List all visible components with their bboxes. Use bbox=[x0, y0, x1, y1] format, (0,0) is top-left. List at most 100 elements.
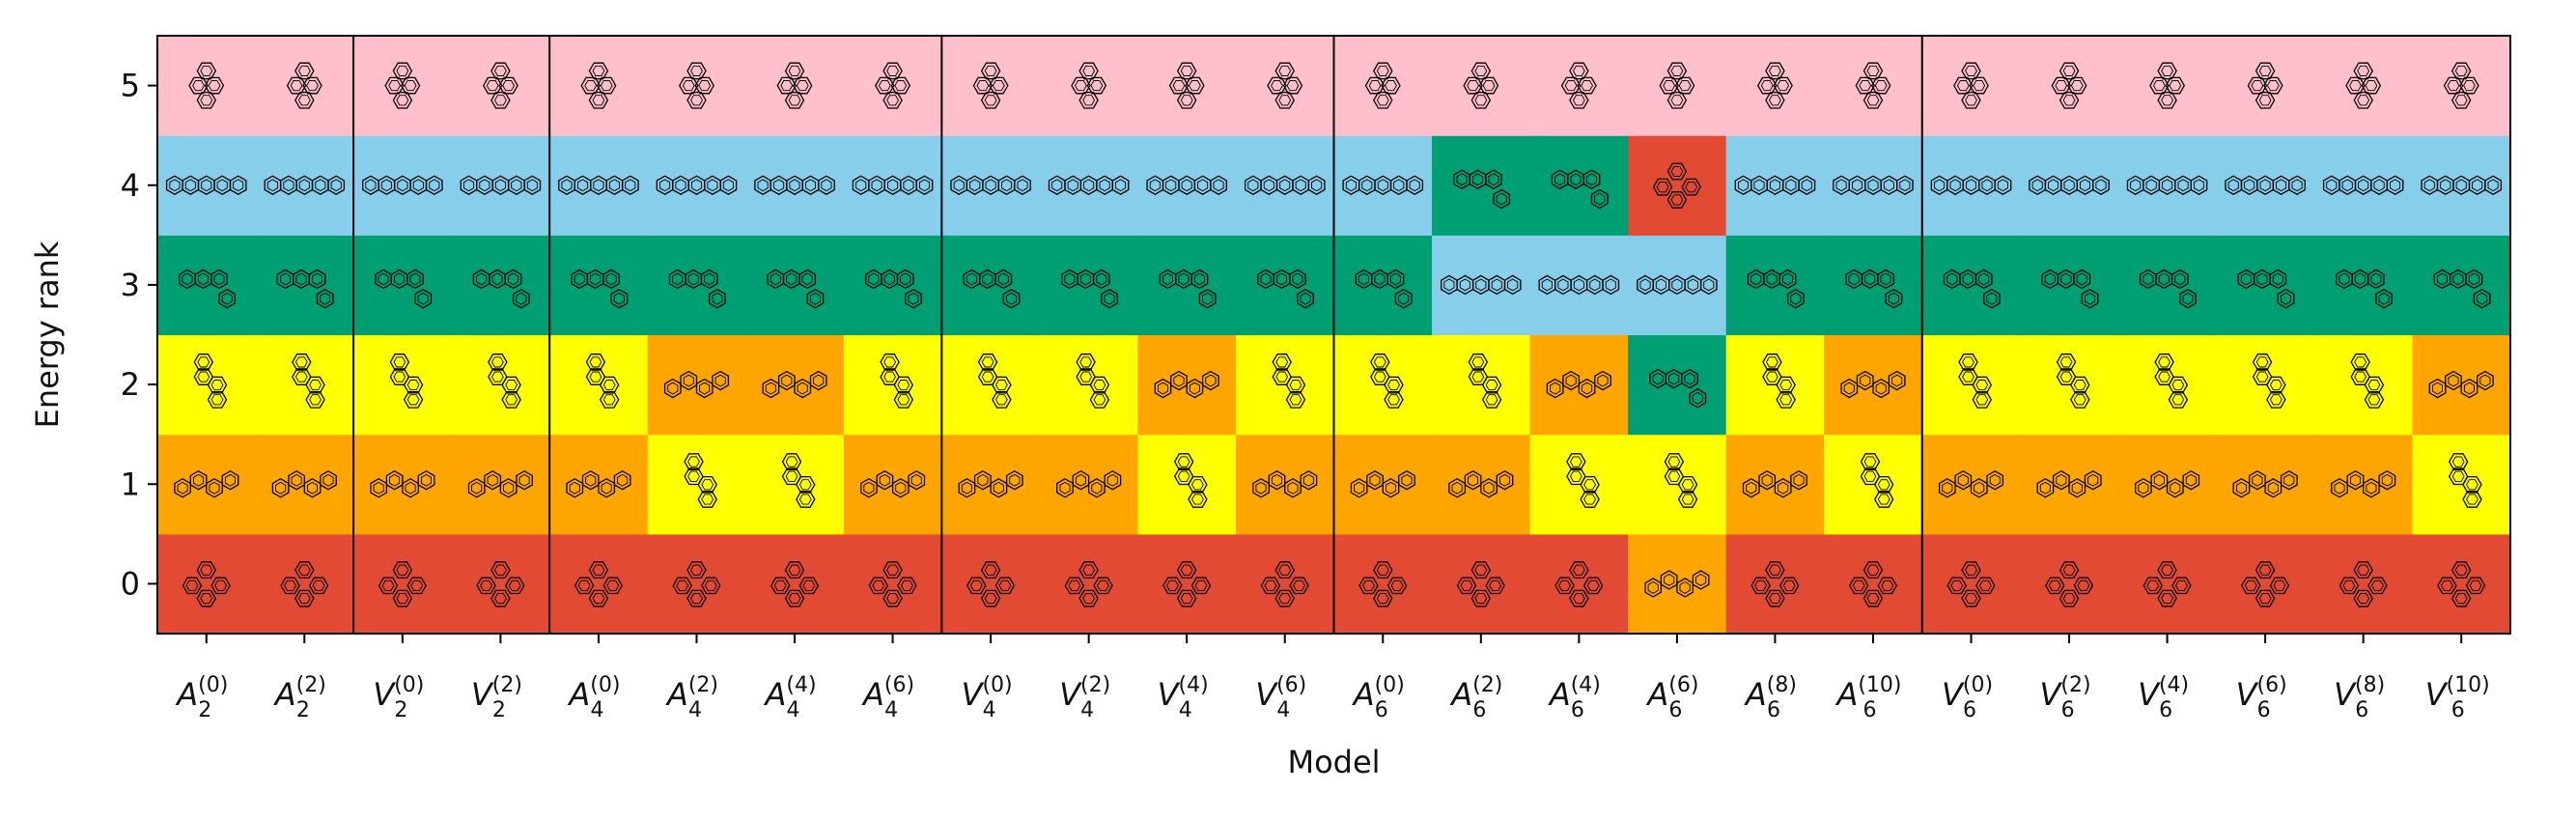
heatmap-cell bbox=[1137, 36, 1237, 136]
molecule-icon bbox=[1664, 453, 1698, 508]
y-tick-label: 0 bbox=[121, 565, 140, 602]
heatmap-cell bbox=[157, 135, 257, 236]
heatmap-cell bbox=[2117, 235, 2217, 336]
group-dividers bbox=[352, 36, 1923, 634]
heatmap-cell bbox=[843, 36, 942, 136]
molecule-icon bbox=[2331, 469, 2396, 498]
molecule-icon bbox=[2154, 353, 2189, 409]
molecule-icon bbox=[860, 469, 926, 498]
heatmap-cell bbox=[1333, 533, 1433, 635]
heatmap-cell bbox=[1824, 235, 1923, 336]
molecule-icon bbox=[1855, 62, 1891, 109]
molecule-icon bbox=[2437, 561, 2486, 608]
molecule-icon bbox=[2322, 175, 2404, 195]
molecule-icon bbox=[1860, 453, 1894, 508]
molecule-icon bbox=[1750, 561, 1800, 608]
heatmap-cell bbox=[1921, 533, 2021, 635]
molecule-icon bbox=[2225, 175, 2306, 195]
molecule-icon bbox=[2051, 62, 2087, 109]
molecule-icon bbox=[762, 370, 827, 399]
molecule-icon bbox=[972, 62, 1009, 109]
molecule-icon bbox=[362, 175, 443, 195]
molecule-icon bbox=[1071, 62, 1107, 109]
x-tick-label: A(4) 4 bbox=[763, 673, 816, 722]
molecule-icon bbox=[880, 353, 914, 409]
molecule-icon bbox=[558, 175, 639, 195]
heatmap-cell bbox=[843, 235, 942, 336]
heatmap-cell bbox=[1137, 235, 1237, 336]
molecule-icon bbox=[389, 353, 424, 409]
molecule-icon bbox=[1946, 561, 1996, 608]
x-axis-label: Model bbox=[1287, 744, 1380, 780]
molecule-icon bbox=[1734, 175, 1816, 195]
molecule-icon bbox=[488, 353, 521, 409]
molecule-icon bbox=[571, 269, 629, 309]
heatmap-cell bbox=[1039, 533, 1139, 635]
molecule-icon bbox=[1546, 370, 1611, 399]
heatmap-cell bbox=[1432, 533, 1531, 635]
molecule-icon bbox=[1173, 453, 1208, 508]
heatmap-cell bbox=[2313, 533, 2414, 635]
heatmap-cell bbox=[745, 235, 845, 336]
molecule-icon bbox=[1566, 453, 1600, 508]
molecule-icon bbox=[2045, 561, 2094, 608]
molecule-icon bbox=[1930, 175, 2012, 195]
molecule-icon bbox=[2241, 561, 2290, 608]
molecule-icon bbox=[2149, 62, 2186, 109]
molecule-icon bbox=[2056, 353, 2090, 409]
molecule-icon bbox=[852, 175, 934, 195]
molecule-icon bbox=[1048, 175, 1130, 195]
heatmap-cell bbox=[843, 533, 942, 635]
heatmap-cell bbox=[2412, 135, 2511, 236]
x-tick-label: V(6) 6 bbox=[2236, 673, 2287, 722]
heatmap-cell bbox=[157, 36, 257, 136]
molecule-icon bbox=[574, 561, 623, 608]
molecule-icon bbox=[174, 469, 239, 498]
molecule-icon bbox=[1958, 353, 1993, 409]
molecule-icon bbox=[1355, 269, 1413, 309]
molecule-icon bbox=[2350, 353, 2385, 409]
molecule-icon bbox=[767, 269, 825, 309]
heatmap-cell bbox=[451, 235, 550, 336]
heatmap-cell bbox=[2412, 235, 2511, 336]
heatmap-cell bbox=[255, 533, 354, 635]
heatmap-cell bbox=[2020, 135, 2119, 236]
molecule-icon bbox=[1448, 469, 1514, 498]
heatmap-cell bbox=[1628, 135, 1727, 236]
molecule-icon bbox=[2336, 269, 2393, 309]
heatmap-cell bbox=[1725, 533, 1825, 635]
heatmap-cell bbox=[2020, 533, 2119, 635]
molecule-icon bbox=[1272, 353, 1306, 409]
molecule-icon bbox=[1267, 62, 1303, 109]
molecule-icon bbox=[2142, 561, 2192, 608]
molecule-icon bbox=[1244, 175, 1326, 195]
molecule-icon bbox=[776, 62, 813, 109]
molecule-icon bbox=[476, 561, 525, 608]
heatmap-cell bbox=[1725, 235, 1825, 336]
molecule-icon bbox=[2036, 469, 2102, 498]
molecule-icon bbox=[467, 469, 533, 498]
y-tick-label: 4 bbox=[121, 167, 140, 204]
y-tick-label: 1 bbox=[121, 466, 140, 502]
molecule-icon bbox=[1456, 561, 1505, 608]
heatmap-cell bbox=[2412, 533, 2511, 635]
molecule-icon bbox=[286, 62, 322, 109]
heatmap-cell bbox=[1039, 36, 1139, 136]
heatmap-cell bbox=[1333, 135, 1433, 236]
heatmap-cell bbox=[1921, 36, 2021, 136]
heatmap-cell bbox=[157, 533, 257, 635]
molecule-icon bbox=[370, 469, 435, 498]
heatmap-cell bbox=[647, 533, 746, 635]
molecule-icon bbox=[2421, 175, 2503, 195]
molecule-icon bbox=[1938, 469, 2004, 498]
molecule-icon bbox=[1554, 561, 1604, 608]
molecule-icon bbox=[663, 370, 730, 399]
x-tick-label: V(2) 6 bbox=[2040, 673, 2091, 722]
molecule-icon bbox=[179, 269, 237, 309]
heatmap-cell bbox=[1137, 533, 1237, 635]
heatmap-cell bbox=[745, 36, 845, 136]
molecule-icon bbox=[182, 561, 231, 608]
x-tick-label: V(10) 6 bbox=[2425, 673, 2490, 722]
heatmap-cell bbox=[1824, 135, 1923, 236]
